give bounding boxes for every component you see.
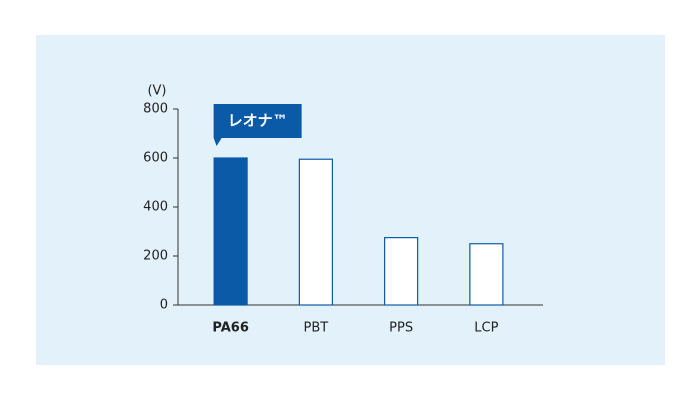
bar <box>469 243 504 306</box>
y-tick-label: 400 <box>143 200 168 215</box>
bar <box>298 158 333 306</box>
y-tick-label: 0 <box>160 298 168 313</box>
bar <box>384 237 419 306</box>
y-tick-label: 600 <box>143 151 168 166</box>
x-tick-label: PBT <box>304 321 329 336</box>
x-tick-label: LCP <box>474 321 498 336</box>
callout <box>213 104 302 146</box>
y-tick-label: 200 <box>143 249 168 264</box>
x-tick-label: PPS <box>389 321 413 336</box>
panel <box>36 35 665 365</box>
y-tick-label: 800 <box>143 102 168 117</box>
x-tick-label: PA66 <box>212 321 249 336</box>
callout-text: レオナ™ <box>228 112 288 130</box>
bar <box>213 157 248 306</box>
y-unit: (V) <box>147 84 166 99</box>
